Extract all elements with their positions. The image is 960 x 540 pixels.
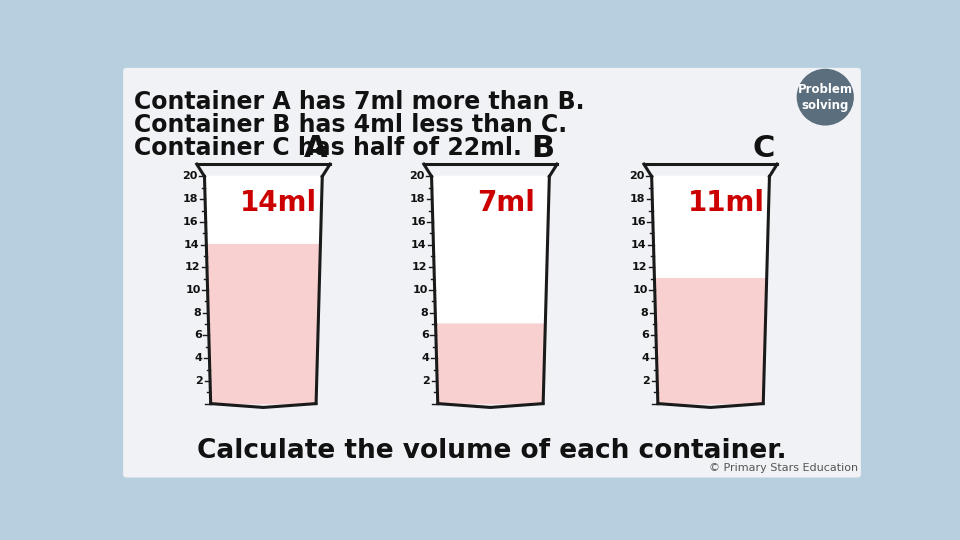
Text: 11ml: 11ml <box>687 190 764 218</box>
Text: Container B has 4ml less than C.: Container B has 4ml less than C. <box>134 113 567 137</box>
Text: 16: 16 <box>631 217 646 227</box>
Text: Calculate the volume of each container.: Calculate the volume of each container. <box>197 438 787 464</box>
Text: © Primary Stars Education: © Primary Stars Education <box>708 463 858 473</box>
Text: 16: 16 <box>410 217 426 227</box>
Text: 20: 20 <box>409 172 424 181</box>
Text: 8: 8 <box>640 308 648 318</box>
Text: Container C has half of 22ml.: Container C has half of 22ml. <box>134 136 522 160</box>
Polygon shape <box>432 177 549 403</box>
Text: 12: 12 <box>184 262 200 272</box>
Polygon shape <box>655 279 767 403</box>
Text: 20: 20 <box>182 172 198 181</box>
Text: 18: 18 <box>182 194 198 204</box>
Text: 6: 6 <box>421 330 429 340</box>
Text: 18: 18 <box>630 194 645 204</box>
Text: 10: 10 <box>633 285 648 295</box>
Text: 6: 6 <box>641 330 649 340</box>
Text: 14: 14 <box>183 240 200 249</box>
Text: 20: 20 <box>630 172 645 181</box>
Text: 14ml: 14ml <box>240 190 318 218</box>
Polygon shape <box>206 245 321 403</box>
Text: 12: 12 <box>412 262 427 272</box>
Text: 2: 2 <box>422 376 430 386</box>
Text: 8: 8 <box>420 308 428 318</box>
Text: 14: 14 <box>411 240 426 249</box>
Text: 7ml: 7ml <box>477 190 535 218</box>
Text: Problem
solving: Problem solving <box>798 83 852 112</box>
Text: 2: 2 <box>642 376 650 386</box>
FancyBboxPatch shape <box>123 68 861 477</box>
Text: 10: 10 <box>185 285 201 295</box>
Text: 8: 8 <box>194 308 202 318</box>
Text: B: B <box>532 133 555 163</box>
Text: C: C <box>752 133 775 163</box>
Text: 4: 4 <box>641 353 650 363</box>
Polygon shape <box>436 324 545 403</box>
Circle shape <box>798 70 853 125</box>
Text: A: A <box>304 133 328 163</box>
Text: 2: 2 <box>195 376 204 386</box>
Text: Container A has 7ml more than B.: Container A has 7ml more than B. <box>134 90 585 114</box>
Polygon shape <box>652 177 770 403</box>
Text: 4: 4 <box>421 353 429 363</box>
Text: 16: 16 <box>183 217 199 227</box>
Text: 14: 14 <box>631 240 646 249</box>
Text: 10: 10 <box>412 285 427 295</box>
Text: 12: 12 <box>632 262 647 272</box>
Text: 4: 4 <box>195 353 203 363</box>
Polygon shape <box>204 177 323 403</box>
Text: 18: 18 <box>410 194 425 204</box>
Text: 6: 6 <box>194 330 202 340</box>
